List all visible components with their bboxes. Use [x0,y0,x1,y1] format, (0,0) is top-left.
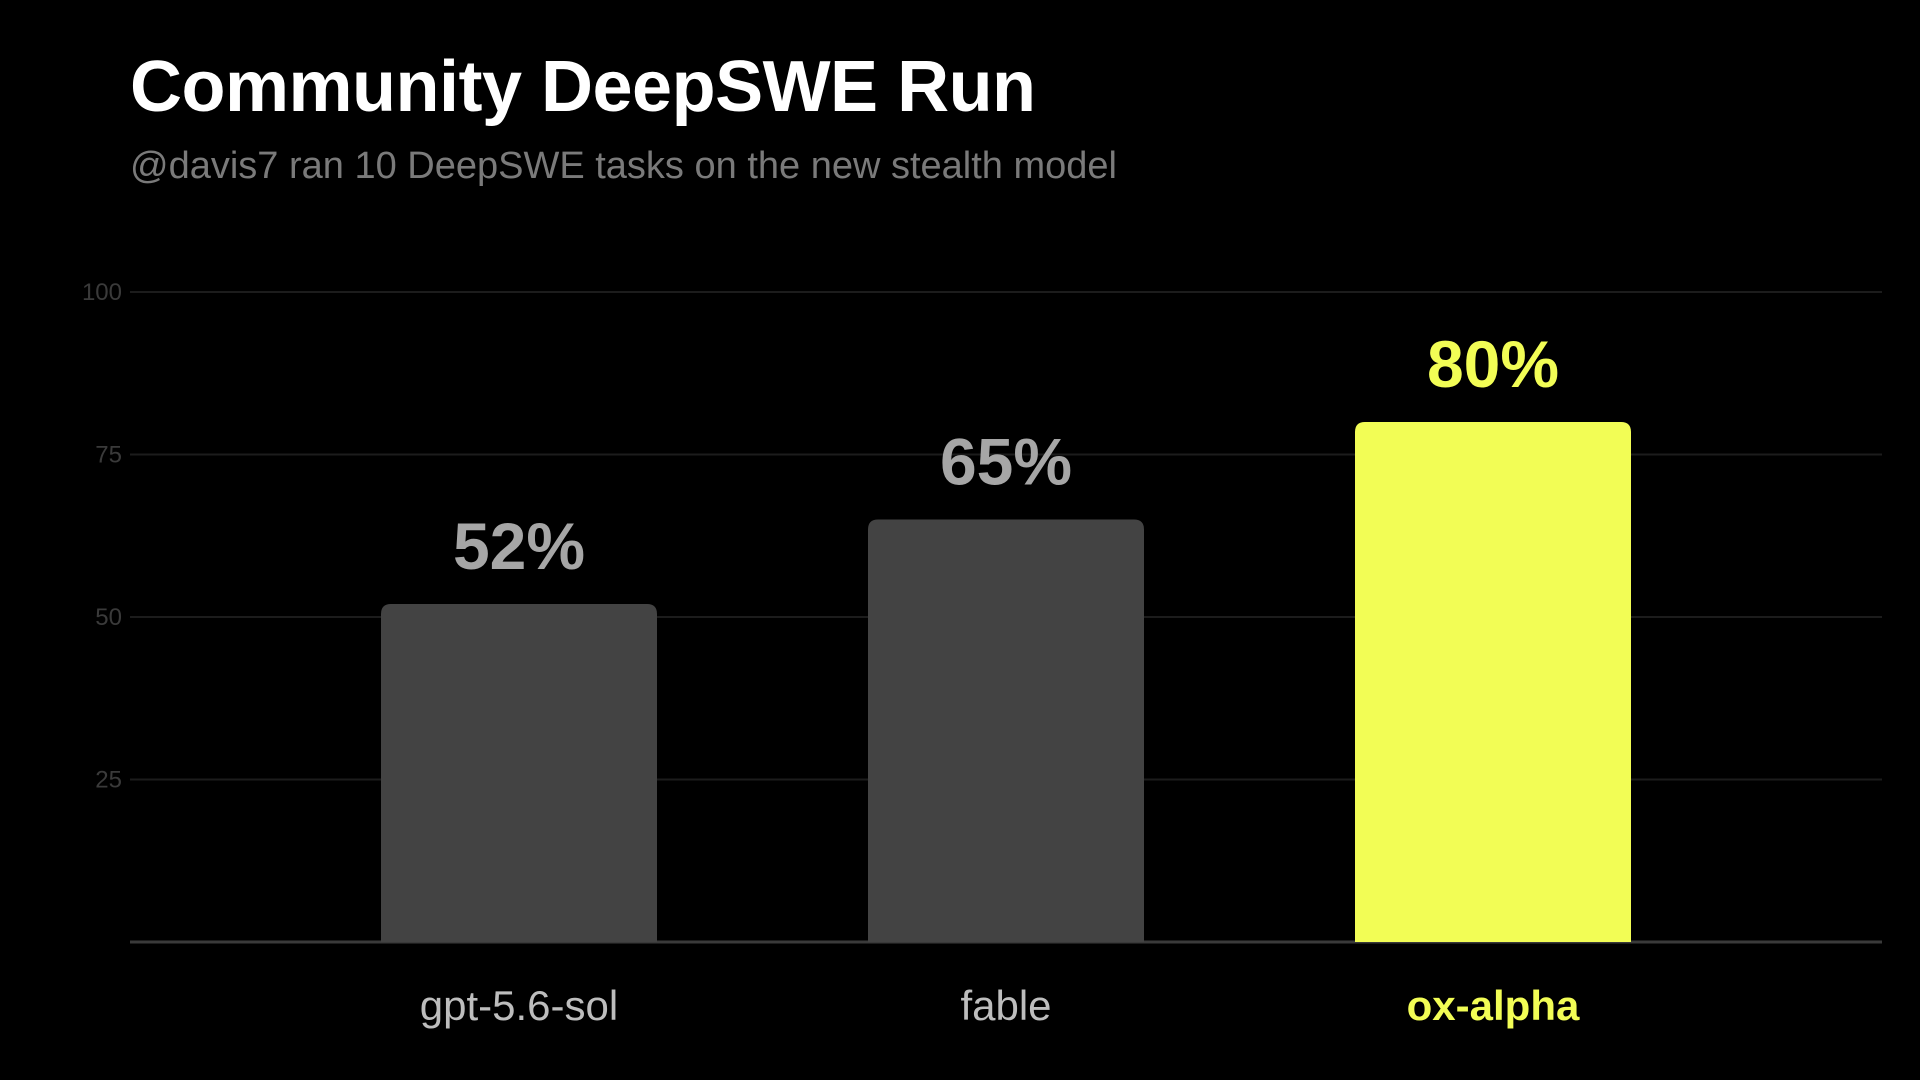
bars [381,422,1631,942]
bar-labels: 52% gpt-5.6-sol 65% fable 80% ox-alpha [420,327,1580,1029]
value-label-gpt-5.6-sol: 52% [453,509,585,583]
y-tick-label-25: 25 [95,767,122,794]
category-label-gpt-5.6-sol: gpt-5.6-sol [420,982,618,1029]
bar-ox-alpha [1355,422,1631,942]
y-axis-ticks: 25 50 75 100 [82,279,122,794]
y-tick-label-100: 100 [82,279,122,306]
page-subtitle: @davis7 ran 10 DeepSWE tasks on the new … [130,145,1117,187]
y-tick-label-50: 50 [95,604,122,631]
bar-fable [868,519,1144,942]
page-title: Community DeepSWE Run [130,47,1036,127]
bar-gpt-5.6-sol [381,604,657,942]
value-label-ox-alpha: 80% [1427,327,1559,401]
category-label-ox-alpha: ox-alpha [1407,982,1580,1029]
category-label-fable: fable [960,982,1051,1029]
value-label-fable: 65% [940,425,1072,499]
y-tick-label-75: 75 [95,442,122,469]
